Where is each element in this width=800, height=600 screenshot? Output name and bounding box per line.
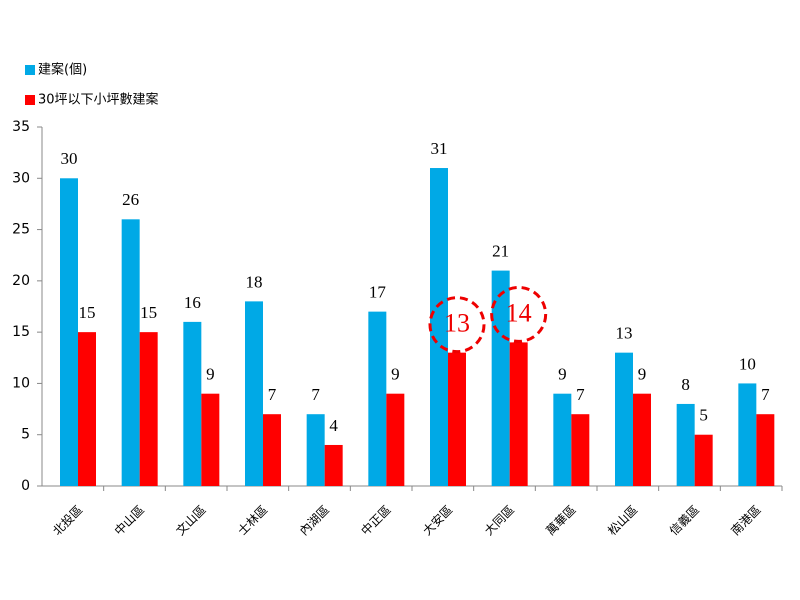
data-label: 15 [140, 303, 157, 322]
x-tick-label: 大安區 [419, 502, 455, 538]
bar [78, 332, 96, 486]
bar [553, 393, 572, 486]
x-tick-label: 松山區 [605, 503, 640, 538]
data-label: 4 [329, 416, 338, 435]
data-label: 16 [184, 293, 201, 312]
y-tick-label: 0 [21, 478, 30, 494]
bar [201, 393, 220, 486]
x-tick-label: 南港區 [728, 502, 764, 538]
legend-swatch [25, 95, 35, 105]
bar [368, 311, 387, 486]
y-tick-label: 35 [12, 119, 30, 135]
bar [183, 321, 202, 486]
bar [756, 414, 775, 486]
bar [738, 383, 757, 486]
data-label: 10 [739, 354, 756, 373]
data-label: 14 [506, 298, 532, 327]
y-tick-label: 10 [12, 375, 30, 391]
data-label: 7 [268, 385, 277, 404]
data-label: 7 [761, 385, 770, 404]
bar [324, 444, 343, 486]
y-tick-label: 15 [12, 324, 30, 340]
data-label: 9 [638, 365, 647, 384]
data-label: 15 [79, 303, 96, 322]
data-label: 17 [369, 283, 387, 302]
bar [571, 414, 590, 486]
bar [615, 352, 633, 486]
y-tick-label: 5 [21, 427, 30, 443]
legend-label: 建案(個) [38, 63, 87, 78]
bar [448, 352, 466, 486]
data-label: 30 [61, 149, 78, 168]
data-label: 21 [492, 242, 509, 261]
x-tick-label: 大同區 [482, 503, 517, 538]
legend-swatch [25, 65, 35, 75]
data-label: 13 [444, 309, 470, 338]
data-label: 26 [122, 190, 139, 209]
x-tick-label: 文山區 [173, 502, 209, 538]
x-tick-label: 中山區 [111, 502, 147, 538]
y-tick-label: 20 [12, 273, 30, 289]
bar [306, 414, 325, 486]
bar [245, 301, 263, 486]
bar [491, 270, 510, 486]
x-tick-label: 中正區 [358, 502, 394, 538]
data-label: 7 [576, 385, 585, 404]
bar [430, 168, 448, 486]
highlight-circle [428, 296, 486, 354]
y-tick-label: 25 [12, 222, 30, 238]
data-label: 9 [558, 365, 567, 384]
data-label: 5 [699, 406, 708, 425]
y-tick-label: 30 [12, 170, 30, 186]
bar [633, 393, 651, 486]
bar [386, 393, 405, 486]
bar [694, 434, 713, 486]
data-label: 31 [431, 139, 448, 158]
data-label: 18 [246, 272, 263, 291]
bar [60, 178, 78, 487]
data-label: 9 [391, 365, 400, 384]
data-label: 8 [681, 375, 690, 394]
x-tick-label: 信義區 [666, 502, 702, 538]
bar [139, 332, 158, 486]
x-tick-label: 內湖區 [296, 502, 332, 538]
data-label: 7 [311, 385, 320, 404]
x-tick-label: 士林區 [235, 503, 270, 538]
legend-label: 30坪以下小坪數建案 [38, 93, 159, 108]
bar [509, 342, 528, 486]
bar [121, 219, 140, 487]
x-tick-label: 北投區 [49, 502, 85, 538]
x-tick-label: 萬華區 [543, 503, 578, 538]
data-label: 13 [616, 324, 633, 343]
bar [263, 414, 281, 486]
highlight-circle [490, 285, 548, 343]
data-label: 9 [206, 365, 215, 384]
bar [676, 403, 695, 486]
